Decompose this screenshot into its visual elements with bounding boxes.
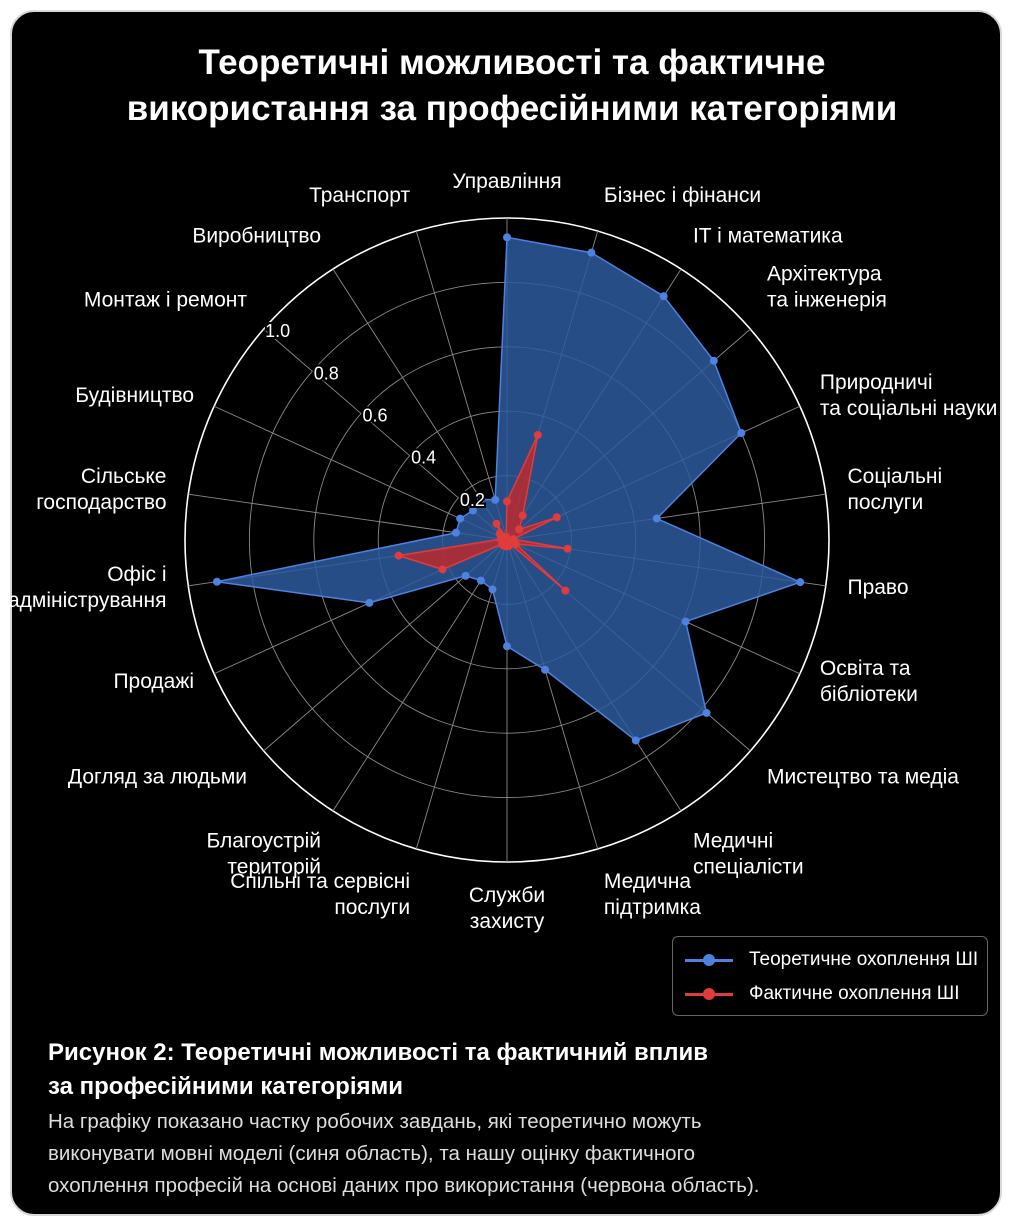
data-point-theoretical xyxy=(491,495,500,504)
data-point-theoretical xyxy=(212,577,221,586)
category-label: Медична xyxy=(604,870,691,893)
category-label: Архітектура xyxy=(767,263,882,286)
data-point-theoretical xyxy=(456,514,465,523)
data-point-theoretical xyxy=(476,576,485,585)
data-point-actual xyxy=(518,511,527,520)
category-label: господарство xyxy=(36,491,166,514)
data-point-actual xyxy=(511,540,520,549)
category-label: Транспорт xyxy=(309,184,410,207)
data-point-actual xyxy=(515,525,524,534)
category-label: Виробництво xyxy=(192,225,321,248)
category-label: IT і математика xyxy=(693,225,843,248)
data-point-theoretical xyxy=(796,578,805,587)
category-label: адміністрування xyxy=(8,589,167,612)
data-point-theoretical xyxy=(659,292,668,301)
data-point-actual xyxy=(502,532,511,541)
grid-spoke xyxy=(263,328,508,541)
data-point-theoretical xyxy=(737,428,746,437)
data-point-theoretical xyxy=(476,495,485,504)
figure-caption-text: На графіку показано частку робочих завда… xyxy=(48,1106,759,1202)
category-label: Продажі xyxy=(113,670,194,693)
category-label: Офіс і xyxy=(107,563,166,586)
category-label: Благоустрій xyxy=(206,829,321,852)
data-point-actual xyxy=(492,519,501,528)
data-point-theoretical xyxy=(587,248,596,257)
data-point-actual xyxy=(495,529,504,538)
category-label: Спільні та сервісні xyxy=(230,870,410,893)
category-label: Служби xyxy=(469,884,545,907)
caption-text-line2: виконувати мовні моделі (синя область), … xyxy=(48,1142,695,1165)
category-label: підтримка xyxy=(604,896,701,919)
caption-title-line2: за професійними категоріями xyxy=(48,1073,403,1100)
category-label: Будівництво xyxy=(75,384,194,407)
legend-label-theoretical: Теоретичне охоплення ШІ xyxy=(749,949,979,970)
category-label: послуги xyxy=(847,491,923,514)
radial-tick-label: 1.0 xyxy=(265,321,290,341)
data-point-theoretical xyxy=(461,571,470,580)
chart-title-line2: використання за професійними категоріями xyxy=(126,89,898,128)
category-label: Монтаж і ремонт xyxy=(84,289,248,312)
series-area-theoretical xyxy=(216,236,803,742)
radial-tick-label: 0.4 xyxy=(411,448,436,468)
data-point-theoretical xyxy=(503,233,511,242)
legend: Теоретичне охоплення ШІ Фактичне охоплен… xyxy=(672,936,988,1016)
category-label: територій xyxy=(227,855,321,878)
data-point-actual xyxy=(394,551,403,560)
caption-text-line3: охоплення професій на основі даних про в… xyxy=(48,1174,760,1197)
data-point-theoretical xyxy=(541,665,550,674)
data-point-theoretical xyxy=(652,514,661,523)
category-label: Освіта та xyxy=(820,657,911,680)
data-point-theoretical xyxy=(503,642,511,651)
legend-swatch-actual xyxy=(685,984,733,1004)
data-point-actual xyxy=(533,430,542,439)
data-point-actual xyxy=(503,497,511,506)
grid-spoke xyxy=(332,268,508,541)
category-label: Медичні xyxy=(693,829,773,852)
caption-title-line1: Рисунок 2: Теоретичні можливості та факт… xyxy=(48,1039,708,1066)
data-point-theoretical xyxy=(365,598,374,607)
grid-spoke xyxy=(332,539,508,812)
data-point-theoretical xyxy=(709,356,718,365)
category-label: Мистецтво та медіа xyxy=(767,765,959,788)
category-label: Право xyxy=(847,576,908,599)
data-point-actual xyxy=(552,513,561,522)
data-point-theoretical xyxy=(702,708,711,717)
data-point-theoretical xyxy=(681,617,690,626)
data-point-theoretical xyxy=(488,585,497,594)
data-point-theoretical xyxy=(631,736,640,745)
category-label: Бізнес і фінанси xyxy=(604,184,761,207)
category-label: та інженерія xyxy=(767,289,887,312)
data-point-actual xyxy=(561,586,570,595)
legend-item-theoretical: Теоретичне охоплення ШІ xyxy=(685,945,978,975)
category-label: Догляд за людьми xyxy=(68,765,247,788)
data-point-theoretical xyxy=(468,506,477,515)
category-label: послуги xyxy=(334,896,410,919)
data-point-actual xyxy=(438,565,447,574)
category-label: Соціальні xyxy=(847,465,942,488)
data-point-theoretical xyxy=(452,528,461,537)
radial-tick-label: 0.6 xyxy=(362,405,387,425)
caption-text-line1: На графіку показано частку робочих завда… xyxy=(48,1110,702,1133)
figure-caption-title: Рисунок 2: Теоретичні можливості та факт… xyxy=(48,1036,708,1104)
legend-swatch-theoretical xyxy=(685,950,733,970)
legend-item-actual: Фактичне охоплення ШІ xyxy=(685,979,959,1009)
category-label: Природничі xyxy=(820,371,933,394)
category-label: спеціалісти xyxy=(693,855,804,878)
chart-title-line1: Теоретичні можливості та фактичне xyxy=(198,43,826,82)
legend-label-actual: Фактичне охоплення ШІ xyxy=(749,983,960,1004)
category-label: Управління xyxy=(452,170,561,193)
radial-tick-label: 0.2 xyxy=(460,490,485,510)
category-label: захисту xyxy=(470,910,545,933)
category-label: бібліотеки xyxy=(820,683,918,706)
category-label: та соціальні науки xyxy=(820,397,997,420)
grid-spoke xyxy=(415,230,508,541)
category-label: Сільське xyxy=(81,465,167,488)
data-point-actual xyxy=(563,544,572,553)
radial-tick-label: 0.8 xyxy=(314,363,339,383)
